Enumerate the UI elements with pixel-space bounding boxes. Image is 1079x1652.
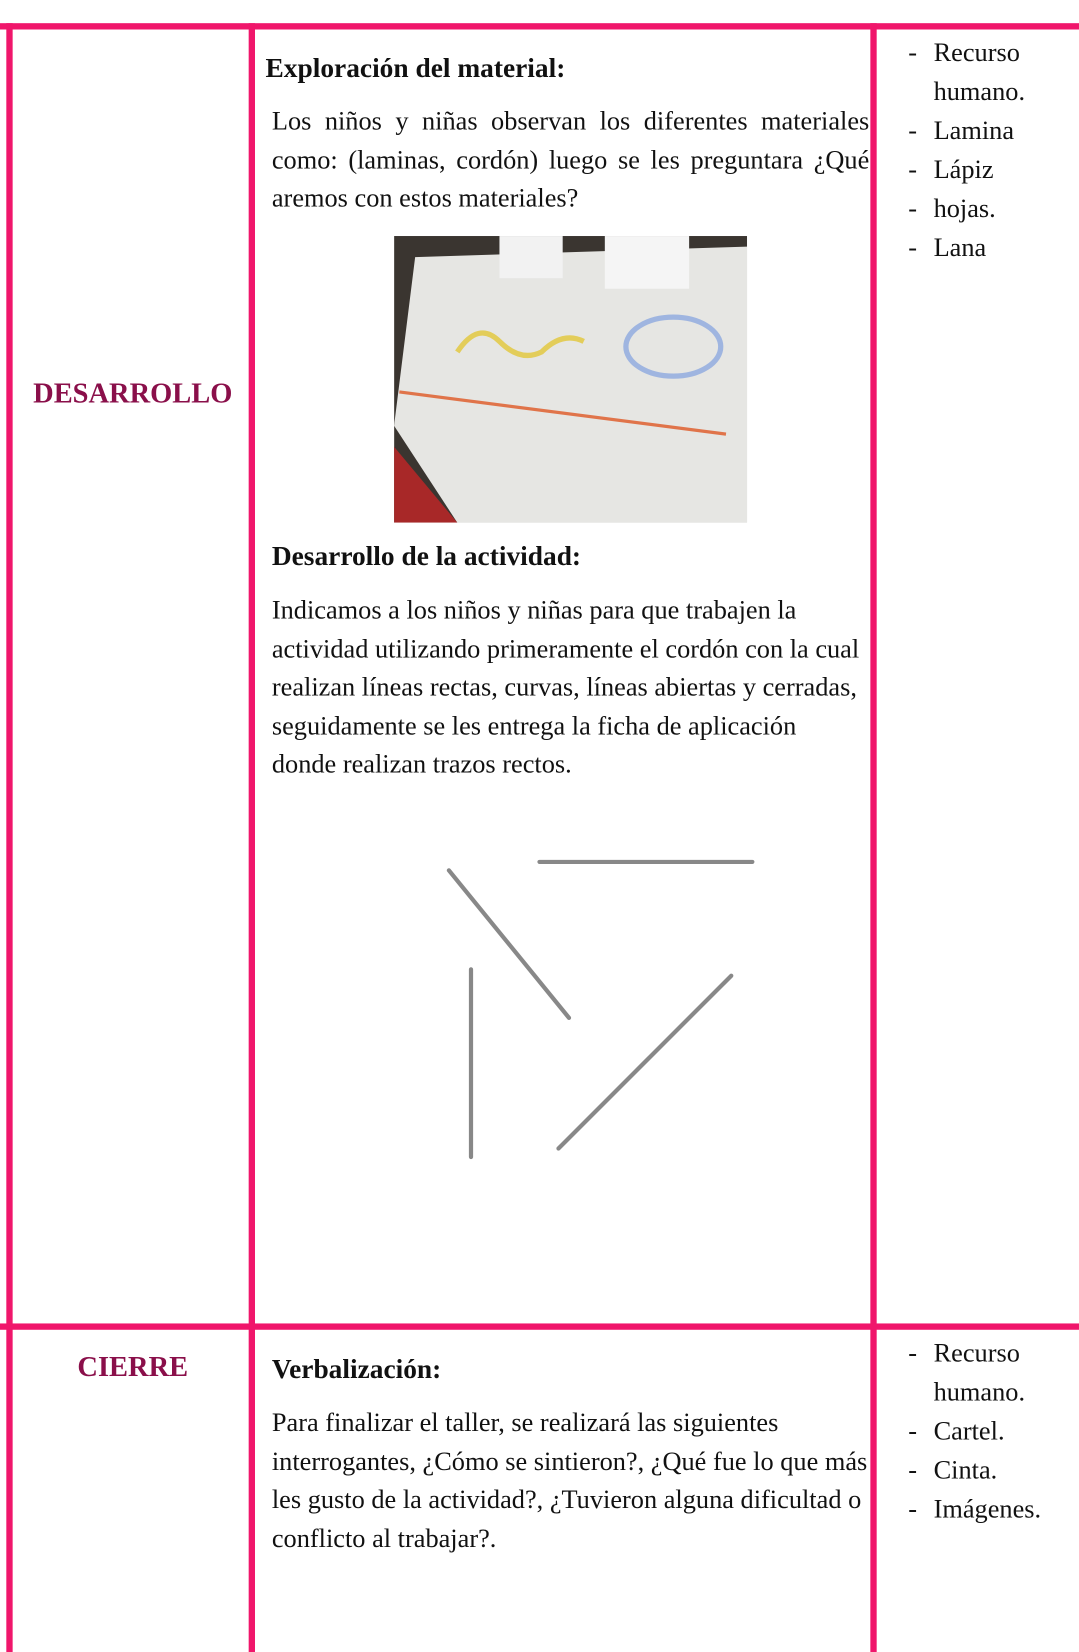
resource-item: Cinta. [908, 1451, 1066, 1490]
resource-item: Imágenes. [908, 1490, 1066, 1529]
photo [394, 236, 748, 523]
section-heading: Verbalización: [271, 1354, 442, 1385]
border [0, 23, 1079, 30]
border [0, 1323, 1079, 1330]
paragraph: Los niños y niñas observan los diferente… [271, 107, 870, 213]
resource-list: Recurso humano.LaminaLápizhojas.Lana [908, 34, 1066, 268]
resource-item: Cartel. [908, 1412, 1066, 1451]
border [870, 23, 877, 1652]
stage-label: CIERRE [77, 1350, 189, 1383]
section-heading: Exploración del material: [265, 52, 566, 84]
resource-item: hojas. [908, 190, 1066, 229]
resource-item: Lana [908, 229, 1066, 268]
paragraph: Para finalizar el taller, se realizará l… [271, 1408, 868, 1553]
stage-label: DESARROLLO [33, 377, 233, 409]
resource-item: Recurso humano. [908, 1334, 1066, 1412]
resource-item: Lápiz [908, 151, 1066, 190]
resource-item: Lamina [908, 112, 1066, 151]
border [248, 23, 255, 1652]
line-figure [446, 859, 755, 1160]
resource-list: Recurso humano.Cartel.Cinta.Imágenes. [908, 1334, 1066, 1529]
border [6, 23, 13, 1652]
resource-item: Recurso humano. [908, 34, 1066, 112]
section-heading: Desarrollo de la actividad: [271, 540, 582, 572]
paragraph: Indicamos a los niños y niñas para que t… [271, 596, 860, 779]
